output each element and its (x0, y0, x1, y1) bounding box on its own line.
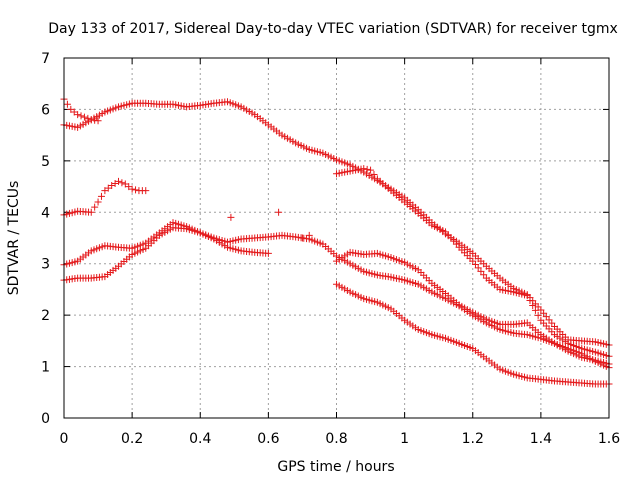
y-tick-label: 2 (41, 308, 50, 324)
series-track-e-lower (60, 224, 272, 284)
data-point (118, 179, 126, 187)
data-point (94, 198, 102, 206)
x-tick-label: 0.4 (189, 431, 211, 447)
data-point (298, 234, 306, 242)
series-track-f-crossing (333, 248, 613, 368)
data-point (367, 166, 375, 174)
y-tick-label: 7 (41, 51, 50, 67)
data-point (526, 297, 534, 305)
y-tick-label: 6 (41, 102, 50, 118)
series-track-c-upper-mid (60, 177, 150, 219)
chart-title: Day 133 of 2017, Sidereal Day-to-day VTE… (48, 21, 618, 37)
series-track-a-upper (60, 95, 102, 125)
data-point (128, 185, 136, 193)
data-point (360, 165, 368, 173)
y-tick-label: 0 (41, 411, 50, 427)
data-point (305, 231, 313, 239)
x-axis-label: GPS time / hours (277, 459, 394, 475)
data-point (363, 165, 371, 173)
x-tick-label: 1.4 (530, 431, 552, 447)
data-point (275, 208, 283, 216)
y-tick-label: 1 (41, 360, 50, 376)
data-point (523, 292, 531, 300)
x-tick-label: 0.2 (121, 431, 143, 447)
data-point (534, 311, 542, 319)
y-axis-label: SDTVAR / TECUs (6, 181, 22, 296)
data-points (60, 95, 613, 388)
data-point (94, 117, 102, 125)
y-tick-label: 5 (41, 154, 50, 170)
data-point (264, 249, 272, 257)
series-track-g-bottom (333, 280, 613, 388)
data-point (97, 192, 105, 200)
data-point (91, 203, 99, 211)
data-point (115, 177, 122, 185)
data-point (370, 170, 378, 178)
data-point (80, 113, 88, 121)
data-point (227, 213, 235, 221)
x-tick-label: 0.8 (325, 431, 347, 447)
data-point (77, 112, 85, 120)
data-point (74, 111, 82, 119)
data-point (142, 187, 150, 195)
data-point (132, 186, 140, 194)
x-tick-label: 0.6 (257, 431, 279, 447)
data-point (87, 208, 95, 216)
data-point (531, 306, 539, 314)
data-point (529, 301, 537, 309)
series-outliers (227, 208, 313, 242)
data-point (63, 100, 71, 108)
grid-lines (64, 58, 609, 418)
series-track-h-hump (333, 165, 613, 360)
y-tick-label: 4 (41, 205, 50, 221)
x-tick-label: 1.6 (598, 431, 620, 447)
y-tick-label: 3 (41, 257, 50, 273)
axis-ticks: 0 0.2 0.4 0.6 0.8 1 1.2 1.4 1.6 0 1 2 3 4 5 6 7 (41, 51, 620, 447)
x-tick-label: 1 (400, 431, 409, 447)
plot-frame (63, 57, 610, 419)
x-tick-label: 1.2 (462, 431, 484, 447)
x-tick-label: 0 (60, 431, 69, 447)
